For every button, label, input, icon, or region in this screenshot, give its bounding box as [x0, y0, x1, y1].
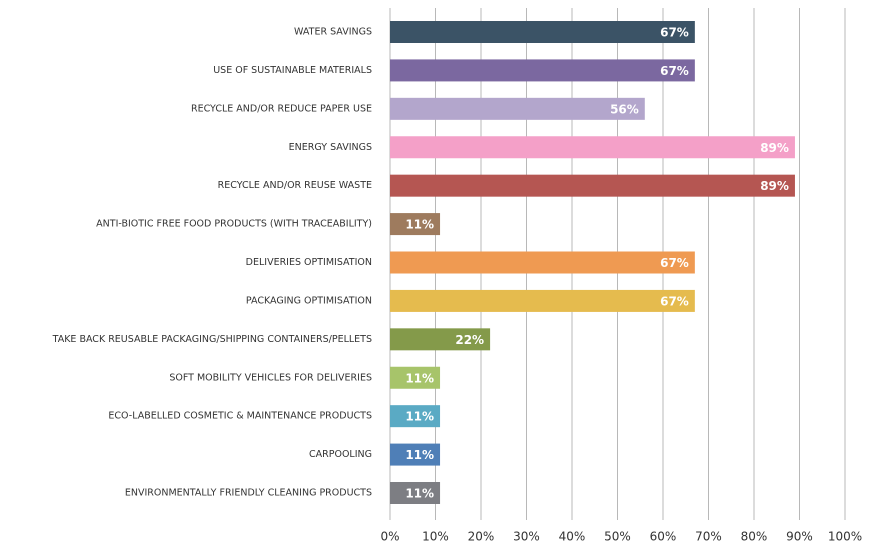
x-tick-label: 70% — [695, 530, 722, 544]
category-label: RECYCLE AND/OR REDUCE PAPER USE — [191, 103, 372, 114]
value-label: 22% — [455, 333, 484, 347]
x-tick-label: 40% — [559, 530, 586, 544]
x-tick-label: 100% — [828, 530, 862, 544]
x-tick-label: 50% — [604, 530, 631, 544]
category-label: DELIVERIES OPTIMISATION — [246, 257, 372, 268]
value-label: 89% — [760, 179, 789, 193]
bar — [390, 251, 695, 274]
x-tick-label: 10% — [422, 530, 449, 544]
value-label: 67% — [660, 26, 689, 40]
bar — [390, 405, 441, 428]
value-label: 11% — [405, 218, 434, 232]
category-label: PACKAGING OPTIMISATION — [246, 295, 372, 306]
x-tick-label: 60% — [650, 530, 677, 544]
bar — [390, 97, 645, 120]
bar — [390, 213, 441, 236]
bar — [390, 366, 441, 389]
bar — [390, 21, 695, 43]
category-label: ECO-LABELLED COSMETIC & MAINTENANCE PROD… — [108, 411, 372, 422]
category-label: RECYCLE AND/OR REUSE WASTE — [218, 180, 372, 191]
value-label: 11% — [405, 487, 434, 501]
category-label: TAKE BACK REUSABLE PACKAGING/SHIPPING CO… — [52, 334, 372, 345]
bar — [390, 482, 441, 504]
value-label: 67% — [660, 64, 689, 78]
value-label: 67% — [660, 294, 689, 308]
value-label: 11% — [405, 371, 434, 385]
value-label: 11% — [405, 448, 434, 462]
x-tick-label: 80% — [741, 530, 768, 544]
category-label: ANTI-BIOTIC FREE FOOD PRODUCTS (WITH TRA… — [96, 219, 372, 230]
bar — [390, 136, 795, 159]
value-label: 56% — [610, 102, 639, 116]
bar — [390, 59, 695, 82]
x-tick-label: 0% — [380, 530, 399, 544]
bar — [390, 174, 795, 197]
x-tick-label: 30% — [513, 530, 540, 544]
bar — [390, 443, 441, 466]
value-label: 67% — [660, 256, 689, 270]
category-label: ENVIRONMENTALLY FRIENDLY CLEANING PRODUC… — [125, 488, 372, 499]
x-tick-label: 20% — [468, 530, 495, 544]
bar — [390, 328, 491, 351]
category-label: WATER SAVINGS — [294, 27, 372, 38]
category-label: ENERGY SAVINGS — [289, 142, 372, 153]
category-label: CARPOOLING — [309, 449, 372, 460]
category-label: USE OF SUSTAINABLE MATERIALS — [213, 65, 372, 76]
category-label: SOFT MOBILITY VEHICLES FOR DELIVERIES — [169, 372, 372, 383]
bar — [390, 289, 695, 312]
x-tick-label: 90% — [786, 530, 813, 544]
value-label: 89% — [760, 141, 789, 155]
value-label: 11% — [405, 410, 434, 424]
